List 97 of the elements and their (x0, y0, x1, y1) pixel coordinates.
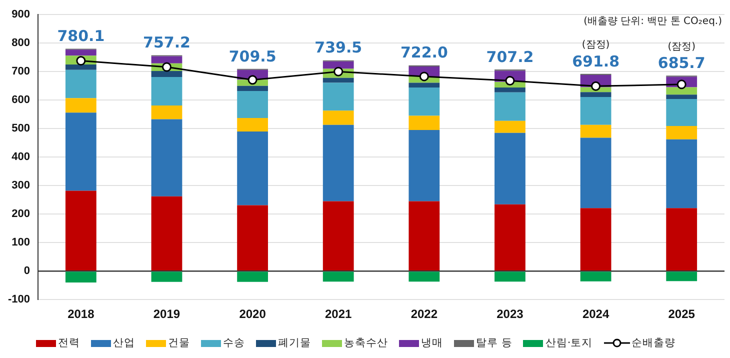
bar (666, 272, 698, 282)
annotation: 722.0 (400, 44, 448, 62)
bar (322, 61, 354, 69)
bar (65, 190, 96, 270)
annotation: (잠정) (582, 40, 610, 51)
annotation: 685.7 (658, 54, 706, 72)
bar (580, 96, 612, 125)
y-tick-label: 900 (12, 8, 30, 21)
y-tick-label: 300 (12, 180, 30, 192)
bar (65, 272, 96, 282)
x-tick-label: 2024 (582, 307, 610, 322)
annotation: (잠정) (668, 41, 696, 52)
bar (580, 208, 612, 270)
legend-label: 건물 (168, 336, 190, 350)
bar (151, 272, 182, 282)
y-tick-label: 700 (12, 66, 30, 78)
bar (151, 196, 182, 270)
legend-label: 산림·토지 (545, 336, 593, 350)
bar (408, 82, 440, 88)
legend-label: 산업 (113, 336, 135, 350)
bar (666, 94, 698, 99)
bar (151, 71, 182, 78)
bar (65, 70, 96, 98)
y-tick-label: 500 (12, 122, 30, 135)
bar (408, 130, 440, 202)
bar (494, 272, 526, 282)
annotation: (배출량 단위: 백만 톤 CO₂eq.) (584, 15, 722, 28)
bar (494, 92, 526, 121)
bar (322, 272, 354, 282)
bar (237, 90, 268, 118)
annotation: 757.2 (143, 34, 190, 52)
point (248, 75, 258, 85)
bar (151, 106, 182, 120)
bar (580, 138, 612, 208)
bar (322, 82, 354, 111)
bar (666, 98, 698, 126)
bar (666, 126, 698, 140)
bar (151, 119, 182, 196)
bar (65, 50, 96, 56)
bar (237, 86, 268, 91)
legend-label: 전력 (58, 336, 80, 350)
legend-label: 순배출량 (632, 336, 676, 350)
bar (322, 124, 354, 202)
x-tick-label: 2022 (410, 307, 438, 322)
x-tick-label: 2023 (496, 307, 524, 322)
x-tick-label: 2019 (153, 307, 180, 322)
x-tick-label: 2020 (239, 307, 266, 322)
bar (494, 204, 526, 270)
bar (408, 88, 440, 116)
y-tick-label: -100 (8, 294, 30, 306)
y-tick-label: 100 (12, 236, 30, 249)
annotation: 739.5 (314, 38, 362, 57)
bar (408, 201, 440, 270)
y-tick-label: 400 (12, 151, 30, 164)
annotation: 780.1 (57, 27, 105, 46)
bar (666, 87, 698, 95)
point (76, 56, 86, 66)
y-tick-label: 600 (12, 94, 30, 106)
legend-label: 탈루 등 (476, 336, 512, 350)
bar (666, 208, 698, 270)
bar (666, 139, 698, 208)
bar (408, 116, 440, 130)
bar (494, 132, 526, 204)
bar (322, 78, 354, 83)
bar (408, 272, 440, 282)
bar (151, 77, 182, 106)
y-tick-label: 800 (12, 37, 30, 50)
y-tick-label: 200 (12, 208, 30, 220)
bar (580, 124, 612, 138)
y-tick-label: 0 (24, 265, 30, 278)
bar (494, 88, 526, 92)
legend-label: 폐기물 (278, 336, 311, 350)
x-tick-label: 2021 (325, 307, 352, 322)
legend-label: 냉매 (421, 336, 443, 350)
bar (65, 98, 96, 113)
point (419, 72, 429, 82)
bar (580, 92, 612, 97)
bar (237, 131, 268, 206)
x-tick-label: 2018 (68, 307, 95, 322)
bar (322, 201, 354, 270)
annotation: 707.2 (486, 48, 534, 66)
point (162, 62, 172, 72)
x-tick-label: 2025 (668, 307, 696, 322)
annotation: 709.5 (228, 47, 276, 66)
bar (237, 118, 268, 132)
bar (322, 110, 354, 125)
bar (237, 205, 268, 270)
bar (580, 272, 612, 282)
annotation: 691.8 (572, 52, 620, 70)
bar (65, 112, 96, 191)
legend-label: 수송 (223, 336, 245, 350)
bar (494, 120, 526, 133)
bar (237, 272, 268, 282)
bar (65, 64, 96, 70)
bar (151, 56, 182, 64)
point (334, 66, 344, 76)
legend-label: 농축수산 (344, 336, 388, 350)
